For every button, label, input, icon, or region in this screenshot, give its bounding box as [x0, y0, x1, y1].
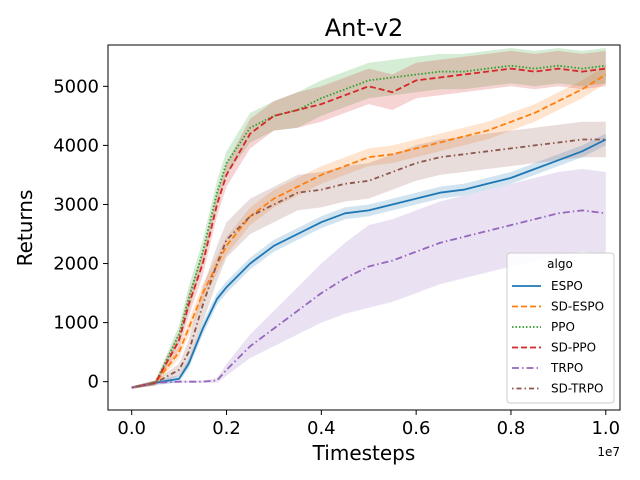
x-tick-label: 0.6: [402, 418, 431, 439]
x-tick-label: 1.0: [591, 418, 620, 439]
x-axis-label: Timesteps: [312, 441, 416, 465]
legend-label-espo: ESPO: [551, 279, 583, 293]
x-tick-label: 0.4: [307, 418, 336, 439]
x-axis-ticks: 0.0 0.2 0.4 0.6 0.8 1.0: [117, 410, 620, 439]
y-tick-label: 4000: [53, 135, 99, 156]
y-tick-label: 5000: [53, 76, 99, 97]
y-tick-label: 3000: [53, 194, 99, 215]
band-trpo: [131, 169, 606, 389]
series-lines: [131, 64, 607, 389]
line-espo: [131, 138, 607, 389]
legend: algo ESPO SD-ESPO PPO SD-PPO TRPO SD-TRPO: [506, 252, 615, 404]
band-sd-trpo: [131, 121, 606, 389]
band-sd-espo: [131, 65, 606, 389]
legend-label-ppo: PPO: [551, 320, 575, 334]
y-axis-label: Returns: [13, 190, 37, 267]
x-tick-label: 0.8: [497, 418, 526, 439]
band-espo: [131, 133, 606, 389]
y-axis-ticks: 0 1000 2000 3000 4000 5000: [53, 76, 108, 393]
chart-title: Ant-v2: [325, 14, 404, 42]
x-tick-label: 0.2: [212, 418, 241, 439]
legend-label-trpo: TRPO: [550, 361, 583, 375]
y-tick-label: 1000: [53, 313, 99, 334]
legend-label-sd-espo: SD-ESPO: [551, 300, 604, 314]
legend-label-sd-ppo: SD-PPO: [551, 341, 596, 355]
legend-box: [506, 252, 615, 404]
legend-label-sd-trpo: SD-TRPO: [551, 382, 603, 396]
y-tick-label: 2000: [53, 254, 99, 275]
plot-frame: [107, 44, 621, 411]
x-tick-label: 0.0: [117, 418, 146, 439]
legend-title: algo: [547, 257, 573, 271]
line-trpo: [131, 209, 606, 389]
x-axis-multiplier: 1e7: [597, 445, 620, 459]
y-tick-label: 0: [88, 372, 99, 393]
line-sd-espo: [131, 73, 607, 389]
line-sd-ppo: [131, 67, 606, 389]
line-ppo: [131, 64, 606, 389]
